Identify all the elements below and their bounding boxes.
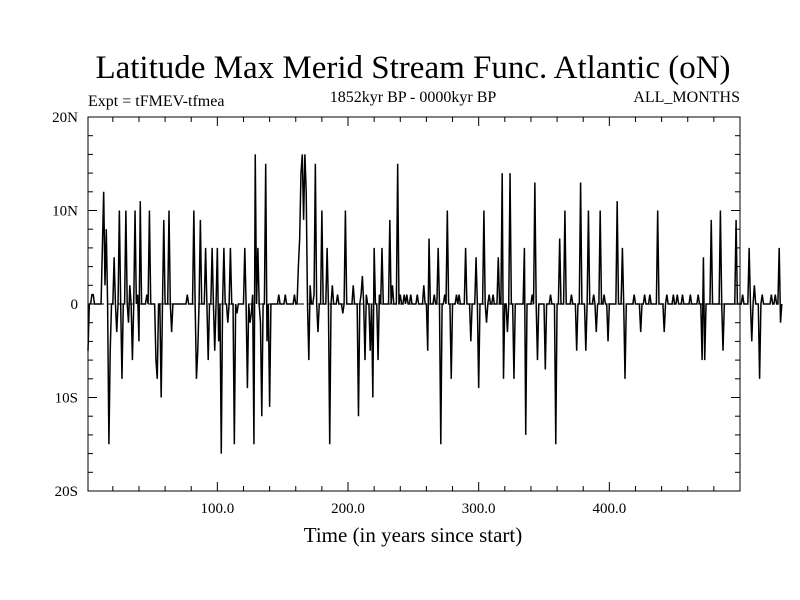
x-axis-label: Time (in years since start) <box>304 523 523 547</box>
y-tick-label: 0 <box>71 297 79 313</box>
x-tick-label: 200.0 <box>331 501 365 517</box>
chart-title: Latitude Max Merid Stream Func. Atlantic… <box>95 50 730 86</box>
x-tick-label: 300.0 <box>462 501 496 517</box>
chart-subtitle-left: Expt = tFMEV-tfmea <box>88 93 224 110</box>
x-tick-label: 100.0 <box>200 501 234 517</box>
y-tick-label: 20S <box>55 484 78 500</box>
chart-subtitle-right: ALL_MONTHS <box>633 89 740 106</box>
x-tick-label: 400.0 <box>592 501 626 517</box>
y-tick-label: 20N <box>52 110 78 126</box>
x-axis: 100.0 200.0 300.0 400.0 <box>112 117 741 517</box>
y-tick-label: 10N <box>52 204 78 220</box>
series-line <box>87 154 783 454</box>
chart-subtitle-center: 1852kyr BP - 0000kyr BP <box>330 89 497 106</box>
y-tick-label: 10S <box>55 391 78 407</box>
